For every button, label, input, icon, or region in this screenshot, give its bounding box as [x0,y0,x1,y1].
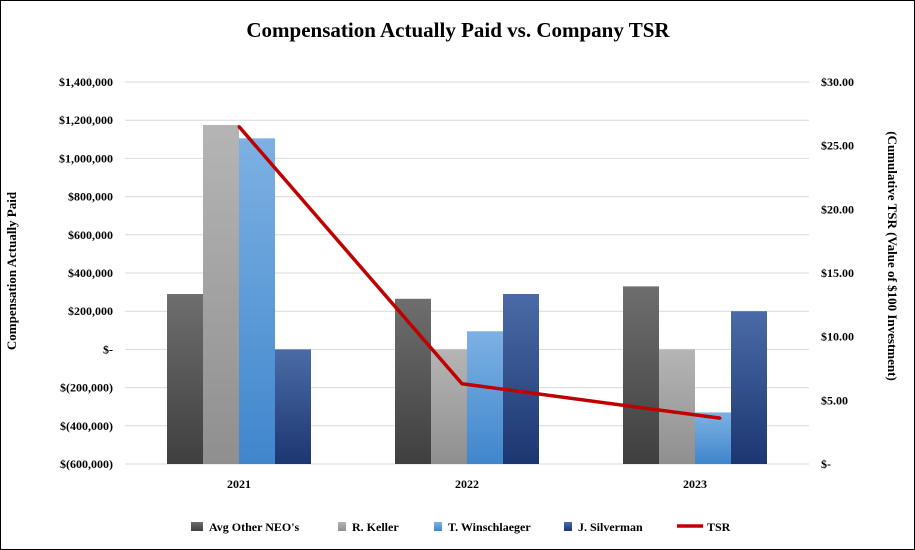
legend: Avg Other NEO's R. Keller T. Winschlaeger J… [191,520,731,534]
legend-swatch-t-winschlaeger [434,522,442,531]
left-axis: $1,400,000 $1,200,000 $1,000,000 $800,000 $6… [59,75,113,471]
legend-swatch-r-keller [338,522,346,531]
chart-title: Compensation Actually Paid vs. Company T… [246,18,670,42]
legend-label-tsr: TSR [707,520,731,534]
x-tick-label: 2023 [683,477,707,491]
bar-t-winschlaeger-2023 [695,412,731,464]
x-tick-label: 2021 [227,477,251,491]
left-tick-label: $(200,000) [60,381,113,395]
legend-label-j-silverman: J. Silverman [578,520,643,534]
legend-swatch-avg-other-neo-s [191,522,203,531]
bar-t-winschlaeger-2021 [239,138,275,464]
right-tick-label: $15.00 [821,266,854,280]
bars [167,124,767,464]
left-tick-label: $1,400,000 [59,75,113,89]
right-axis-title: (Cumulative TSR (Value of $100 Investmen… [885,131,900,381]
right-tick-label: $30.00 [821,75,854,89]
x-tick-label: 2022 [455,477,479,491]
bar-j-silverman-2021 [275,349,311,464]
legend-swatch-j-silverman [564,522,572,531]
bar-avg-other-neo-s-2022 [395,298,431,464]
x-axis: 2021 2022 2023 [227,477,707,491]
bar-j-silverman-2022 [503,294,539,464]
left-tick-label: $- [103,342,113,356]
tsr-point-2023 [718,416,722,420]
right-tick-label: $10.00 [821,330,854,344]
left-tick-label: $(600,000) [60,457,113,471]
bar-r-keller-2023 [659,349,695,464]
bar-t-winschlaeger-2022 [467,331,503,464]
left-tick-label: $(400,000) [60,419,113,433]
right-tick-label: $5.00 [821,393,848,407]
left-tick-label: $1,200,000 [59,113,113,127]
legend-label-t-winschlaeger: T. Winschlaeger [448,520,531,534]
left-axis-title: Compensation Actually Paid [4,191,19,350]
bar-avg-other-neo-s-2021 [167,294,203,464]
left-tick-label: $600,000 [68,228,113,242]
tsr-line-layer [237,125,722,420]
right-axis: $30.00 $25.00 $20.00 $15.00 $10.00 $5.00 $- [821,75,854,471]
right-tick-label: $20.00 [821,202,854,216]
bar-avg-other-neo-s-2023 [623,286,659,464]
tsr-point-2022 [460,382,464,386]
bar-j-silverman-2023 [731,311,767,464]
tsr-point-2021 [237,125,241,129]
legend-label-r-keller: R. Keller [352,520,399,534]
left-tick-label: $200,000 [68,304,113,318]
right-tick-label: $25.00 [821,139,854,153]
bar-r-keller-2021 [203,124,239,464]
right-tick-label: $- [821,457,831,471]
left-tick-label: $800,000 [68,190,113,204]
left-tick-label: $400,000 [68,266,113,280]
legend-label-avg-other-neo-s: Avg Other NEO's [209,520,300,534]
left-tick-label: $1,000,000 [59,151,113,165]
